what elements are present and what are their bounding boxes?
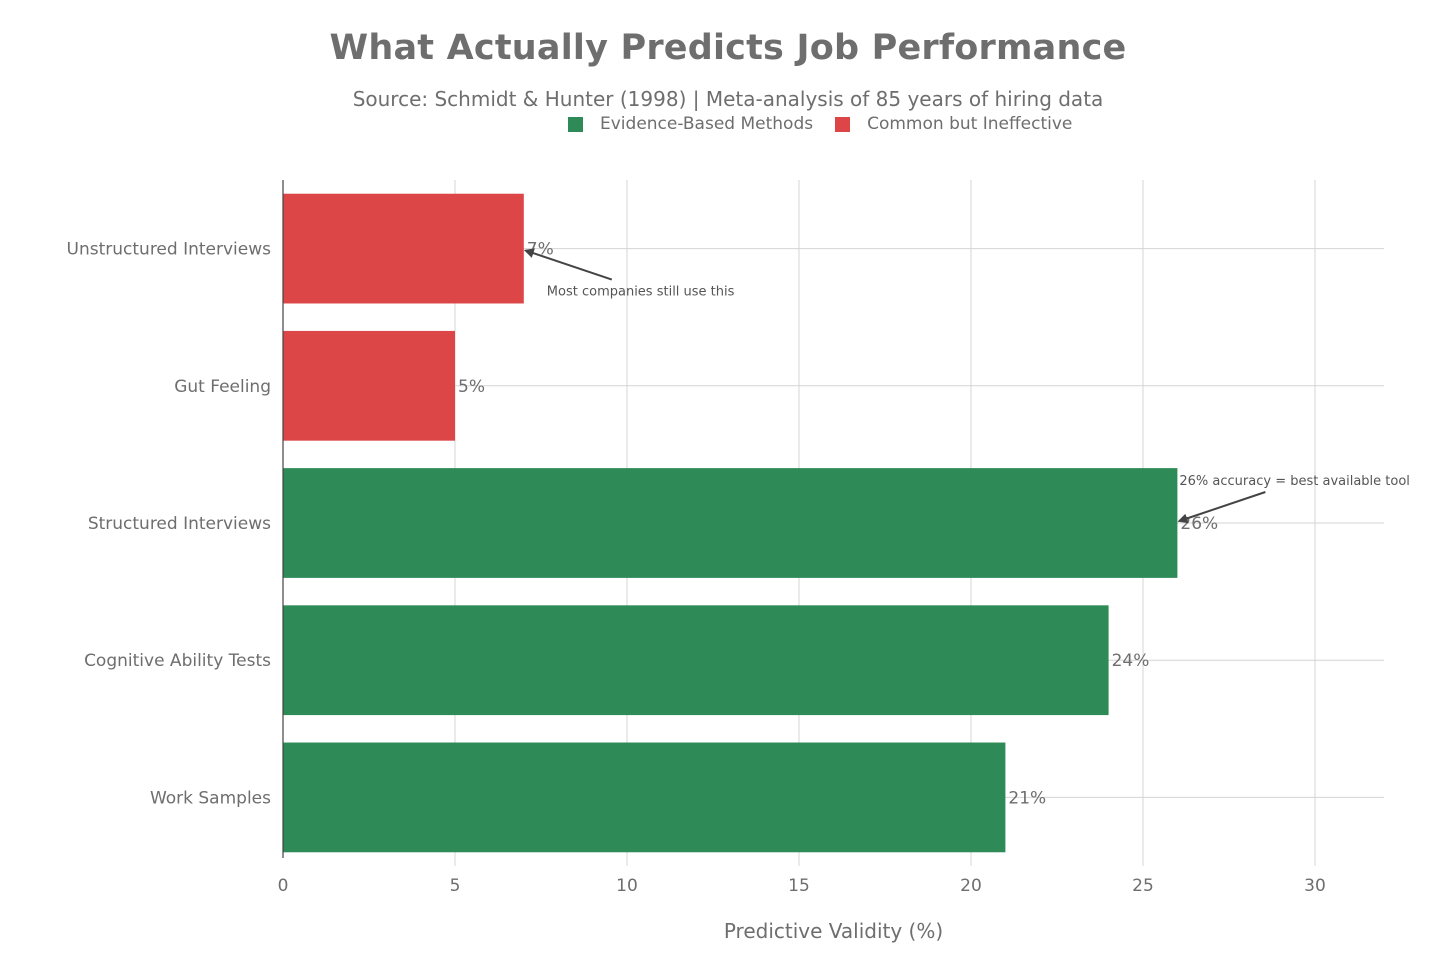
x-tick-label-0: 0 xyxy=(278,876,289,896)
category-label-unstructured-interviews: Unstructured Interviews xyxy=(67,240,272,260)
x-tick-label-25: 25 xyxy=(1132,876,1154,896)
labels: 0 5 10 15 20 25 30 Unstructured Interviews 7% Gut… xyxy=(67,240,1326,943)
legend: Evidence-Based Methods Common but Ineffe… xyxy=(568,114,1094,134)
data-label-work-samples: 21% xyxy=(1008,788,1046,808)
category-label-work-samples: Work Samples xyxy=(150,788,271,808)
x-tick-label-10: 10 xyxy=(616,876,638,896)
legend-swatch-evidence xyxy=(568,116,583,132)
annotation-text-unstructured: Most companies still use this xyxy=(547,285,735,300)
bar-structured-interviews xyxy=(283,468,1178,578)
data-label-gut-feeling: 5% xyxy=(458,377,485,397)
category-label-structured-interviews: Structured Interviews xyxy=(88,514,271,534)
annotation-text-structured: 26% accuracy = best available tool xyxy=(1179,474,1410,489)
annotation-arrow-structured xyxy=(1177,491,1266,524)
bar-cognitive-ability-tests xyxy=(283,605,1109,716)
data-label-structured-interviews: 26% xyxy=(1180,514,1218,534)
x-tick-label-5: 5 xyxy=(450,876,461,896)
legend-label-ineffective: Common but Ineffective xyxy=(867,114,1073,134)
legend-swatch-ineffective xyxy=(835,116,851,132)
bar-unstructured-interviews xyxy=(283,193,524,304)
data-label-unstructured-interviews: 7% xyxy=(527,240,554,260)
x-tick-label-20: 20 xyxy=(960,876,982,896)
chart-title: What Actually Predicts Job Performance xyxy=(329,28,1127,68)
annotations: Most companies still use this 26% accurac… xyxy=(523,248,1410,524)
bar-gut-feeling xyxy=(283,330,455,441)
category-label-cognitive-ability-tests: Cognitive Ability Tests xyxy=(84,651,271,671)
category-label-gut-feeling: Gut Feeling xyxy=(174,377,271,397)
legend-item-ineffective[interactable]: Common but Ineffective xyxy=(835,114,1072,134)
legend-item-evidence[interactable]: Evidence-Based Methods xyxy=(568,114,813,134)
x-tick-label-15: 15 xyxy=(788,876,810,896)
chart-subtitle: Source: Schmidt & Hunter (1998) | Meta-a… xyxy=(352,87,1104,111)
bar-work-samples xyxy=(283,742,1006,853)
x-tick-label-30: 30 xyxy=(1304,876,1326,896)
bars xyxy=(283,193,1178,853)
legend-label-evidence: Evidence-Based Methods xyxy=(600,114,814,134)
data-label-cognitive-ability-tests: 24% xyxy=(1112,651,1150,671)
annotation-arrow-unstructured xyxy=(523,248,613,281)
x-axis-title: Predictive Validity (%) xyxy=(724,919,943,943)
